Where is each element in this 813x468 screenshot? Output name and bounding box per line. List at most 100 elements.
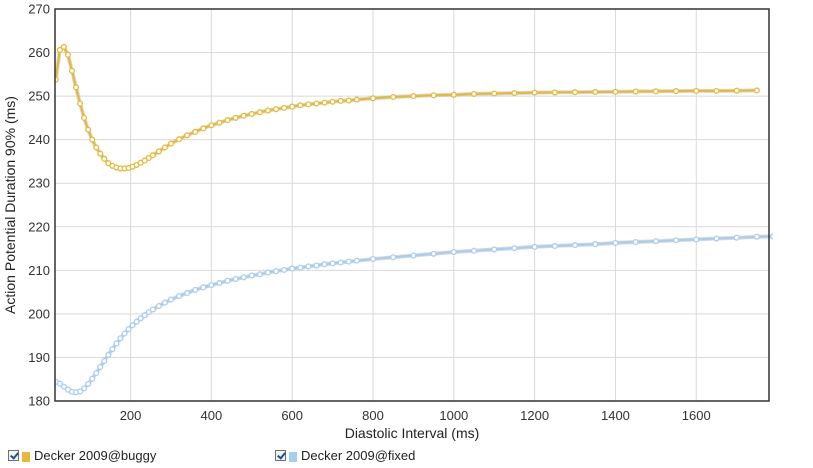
data-point[interactable] bbox=[60, 383, 67, 390]
data-point[interactable] bbox=[289, 103, 296, 110]
data-point[interactable] bbox=[390, 93, 397, 101]
data-point[interactable] bbox=[612, 239, 619, 246]
data-point[interactable] bbox=[491, 90, 498, 97]
data-point[interactable] bbox=[81, 114, 88, 121]
data-point[interactable] bbox=[673, 237, 680, 244]
legend-checkbox-fixed[interactable] bbox=[275, 449, 286, 461]
data-point[interactable] bbox=[167, 296, 175, 303]
data-point[interactable] bbox=[240, 112, 247, 119]
data-point[interactable] bbox=[337, 259, 344, 266]
data-point[interactable] bbox=[733, 87, 740, 94]
data-point[interactable] bbox=[713, 87, 720, 94]
data-point[interactable] bbox=[612, 88, 619, 95]
data-point[interactable] bbox=[97, 150, 104, 157]
data-point[interactable] bbox=[155, 302, 162, 310]
data-point[interactable] bbox=[149, 306, 156, 313]
data-point[interactable] bbox=[60, 43, 67, 50]
data-point[interactable] bbox=[141, 157, 148, 164]
data-point[interactable] bbox=[281, 104, 288, 111]
data-point[interactable] bbox=[652, 88, 659, 95]
data-point[interactable] bbox=[470, 247, 478, 254]
data-point[interactable] bbox=[101, 155, 108, 162]
data-point[interactable] bbox=[141, 312, 148, 319]
data-point[interactable] bbox=[652, 238, 659, 245]
data-point[interactable] bbox=[369, 255, 377, 263]
data-point[interactable] bbox=[167, 140, 175, 147]
data-point[interactable] bbox=[531, 89, 538, 96]
data-point[interactable] bbox=[345, 258, 352, 265]
data-point[interactable] bbox=[93, 370, 100, 377]
data-point[interactable] bbox=[256, 109, 263, 116]
data-point[interactable] bbox=[208, 282, 215, 289]
data-point[interactable] bbox=[551, 89, 558, 96]
data-point[interactable] bbox=[329, 260, 336, 267]
data-point[interactable] bbox=[632, 88, 639, 95]
data-point[interactable] bbox=[232, 275, 239, 283]
data-point[interactable] bbox=[369, 95, 377, 102]
data-point[interactable] bbox=[551, 242, 558, 249]
data-point[interactable] bbox=[155, 148, 162, 155]
data-point[interactable] bbox=[192, 286, 199, 293]
data-point[interactable] bbox=[289, 265, 296, 272]
data-point[interactable] bbox=[693, 87, 700, 94]
data-point[interactable] bbox=[450, 248, 457, 256]
data-point[interactable] bbox=[491, 246, 498, 253]
data-point[interactable] bbox=[77, 388, 84, 395]
data-point[interactable] bbox=[208, 122, 215, 129]
data-point[interactable] bbox=[337, 97, 344, 104]
data-point[interactable] bbox=[345, 97, 352, 104]
data-point[interactable] bbox=[256, 271, 263, 278]
data-point[interactable] bbox=[113, 340, 120, 347]
data-point[interactable] bbox=[297, 102, 304, 109]
data-point[interactable] bbox=[430, 92, 437, 99]
data-point[interactable] bbox=[200, 125, 207, 132]
data-point[interactable] bbox=[272, 106, 280, 113]
data-point[interactable] bbox=[145, 309, 152, 316]
data-point[interactable] bbox=[305, 263, 312, 270]
data-point[interactable] bbox=[161, 299, 168, 306]
data-point[interactable] bbox=[216, 279, 223, 287]
data-point[interactable] bbox=[305, 101, 312, 108]
data-point[interactable] bbox=[410, 252, 417, 259]
data-point[interactable] bbox=[511, 90, 518, 97]
data-point[interactable] bbox=[321, 99, 328, 106]
data-point[interactable] bbox=[313, 100, 320, 107]
data-point[interactable] bbox=[105, 351, 112, 358]
data-point[interactable] bbox=[101, 357, 108, 364]
data-point[interactable] bbox=[97, 363, 104, 371]
data-point[interactable] bbox=[571, 242, 579, 249]
data-point[interactable] bbox=[81, 385, 88, 392]
data-point[interactable] bbox=[149, 152, 156, 159]
data-point[interactable] bbox=[450, 91, 457, 98]
data-point[interactable] bbox=[117, 335, 124, 342]
data-point[interactable] bbox=[133, 318, 140, 325]
data-point[interactable] bbox=[145, 154, 152, 162]
data-point[interactable] bbox=[105, 160, 112, 167]
data-point[interactable] bbox=[216, 119, 223, 126]
data-point[interactable] bbox=[89, 136, 96, 143]
data-point[interactable] bbox=[531, 243, 538, 250]
data-point[interactable] bbox=[753, 233, 760, 240]
data-point[interactable] bbox=[769, 233, 776, 240]
data-point[interactable] bbox=[121, 330, 128, 337]
data-point[interactable] bbox=[137, 315, 144, 322]
data-point[interactable] bbox=[353, 96, 360, 103]
data-point[interactable] bbox=[72, 84, 80, 91]
data-point[interactable] bbox=[192, 128, 199, 135]
data-point[interactable] bbox=[184, 289, 191, 297]
data-point[interactable] bbox=[713, 235, 720, 242]
data-point[interactable] bbox=[89, 375, 96, 382]
data-point[interactable] bbox=[85, 126, 92, 133]
data-point[interactable] bbox=[390, 254, 397, 261]
data-point[interactable] bbox=[200, 284, 207, 291]
data-point[interactable] bbox=[693, 236, 700, 243]
data-point[interactable] bbox=[410, 93, 417, 100]
data-point[interactable] bbox=[753, 87, 760, 94]
data-point[interactable] bbox=[56, 380, 63, 387]
data-point[interactable] bbox=[430, 250, 437, 257]
data-point[interactable] bbox=[232, 114, 239, 121]
data-point[interactable] bbox=[313, 262, 320, 269]
data-point[interactable] bbox=[64, 51, 71, 58]
data-point[interactable] bbox=[176, 292, 183, 300]
data-point[interactable] bbox=[68, 67, 76, 74]
